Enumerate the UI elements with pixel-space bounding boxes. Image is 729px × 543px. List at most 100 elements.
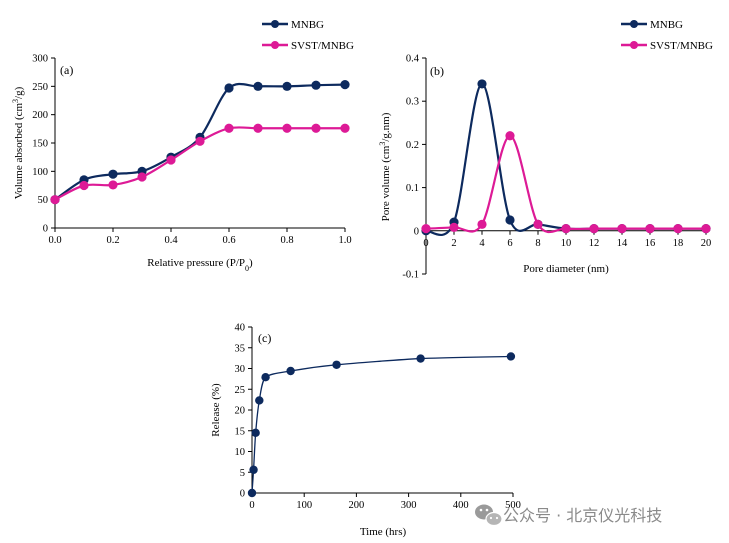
chart-b-x-tick-label: 0 [423, 238, 428, 249]
chart-c-data-point [261, 373, 270, 382]
chart-b-x-tick-label: 8 [535, 238, 540, 249]
chart-a-point-svst-mnbg [282, 123, 292, 133]
chart-a-x-tick-label: 1.0 [338, 235, 351, 246]
chart-b-point-svst-mnbg [421, 224, 431, 234]
chart-b-y-tick-label: 0.4 [406, 54, 420, 65]
chart-b-point-svst-mnbg [589, 224, 599, 234]
chart-c-x-tick-label: 100 [296, 500, 312, 511]
chart-b-x-tick-label: 20 [701, 238, 712, 249]
chart-c-y-tick-label: 35 [235, 343, 246, 354]
watermark-text: 公众号 · 北京仪光科技 [503, 506, 662, 525]
chart-b-y-tick-label: 0 [414, 226, 419, 237]
chart-c-y-tick-label: 30 [235, 364, 246, 375]
chart-a-point-svst-mnbg [195, 136, 205, 146]
chart-a-y-axis-label: Volume absorbed (cm3/g) [11, 86, 26, 199]
chart-c-data-point [251, 428, 260, 438]
chart-a-y-tick-label: 250 [32, 82, 48, 93]
chart-a-point-mnbg [253, 81, 263, 91]
chart-c-data-point [506, 352, 516, 361]
chart-c-y-tick-label: 15 [235, 426, 246, 437]
wechat-icon [475, 504, 503, 527]
chart-b-y-tick-label: 0.1 [406, 183, 419, 194]
chart-b-point-svst-mnbg [449, 222, 459, 232]
chart-a-x-tick-label: 0.6 [222, 235, 235, 246]
chart-b-y-tick-label: 0.2 [406, 140, 419, 151]
chart-b-x-tick-label: 18 [673, 238, 684, 249]
chart-b-point-svst-mnbg [477, 219, 487, 229]
chart-b-x-tick-label: 14 [617, 238, 628, 249]
chart-a-point-svst-mnbg [311, 123, 321, 133]
chart-b-point-svst-mnbg [701, 224, 711, 234]
chart-a-y-tick-label: 100 [32, 167, 48, 178]
chart-c-data-point [332, 360, 341, 369]
chart-c-data-point [416, 354, 425, 363]
chart-b-x-tick-label: 2 [451, 238, 456, 249]
chart-a-point-mnbg [311, 80, 321, 90]
chart-c-data-point [255, 396, 264, 405]
chart-a-x-tick-label: 0.4 [164, 235, 178, 246]
chart-c-y-tick-label: 10 [235, 447, 246, 458]
chart-a-point-svst-mnbg [253, 123, 263, 133]
chart-a-adsorption-isotherm: 0 50 100 150 200 250 300 0.0 0.2 0.4 0.6 0.8 1.0 (a)… [11, 19, 355, 273]
chart-a-point-svst-mnbg [224, 123, 234, 133]
chart-a-point-svst-mnbg [166, 155, 176, 165]
chart-c-y-tick-label: 25 [235, 385, 246, 396]
chart-b-x-tick-label: 10 [561, 238, 572, 249]
chart-b-panel-label: (b) [430, 64, 444, 78]
chart-a-point-svst-mnbg [108, 180, 118, 190]
chart-a-y-tick-label: 200 [32, 110, 48, 121]
chart-c-panel-label: (c) [258, 331, 271, 345]
chart-b-y-axis-label: Pore volume (cm3/g.nm) [378, 112, 393, 221]
chart-c-y-tick-label: 40 [235, 323, 246, 334]
chart-a-point-svst-mnbg [340, 123, 350, 133]
chart-c-data-point [249, 465, 258, 474]
chart-a-x-tick-label: 0.8 [280, 235, 293, 246]
chart-a-x-tick-label: 0.2 [106, 235, 119, 246]
chart-a-y-tick-label: 150 [32, 139, 48, 150]
chart-c-data-point [286, 366, 295, 376]
chart-b-legend: MNBG SVST/MNBG [621, 19, 713, 52]
chart-b-point-svst-mnbg [505, 131, 515, 141]
chart-c-x-tick-label: 0 [249, 500, 254, 511]
chart-b-x-tick-label: 16 [645, 238, 656, 249]
chart-c-y-tick-label: 20 [235, 406, 246, 417]
chart-c-x-tick-label: 500 [505, 500, 521, 511]
chart-c-data-point [247, 488, 257, 498]
chart-b-y-tick-label: -0.1 [402, 270, 419, 281]
chart-c-x-axis-label: Time (hrs) [360, 526, 407, 538]
chart-a-point-mnbg [282, 81, 292, 91]
chart-b-pore-size-distribution: -0.1 0 0.1 0.2 0.3 0.4 0 2 4 6 8 10 12 14 16 18 20 (b) P… [378, 19, 714, 281]
chart-b-x-tick-label: 4 [479, 238, 485, 249]
chart-b-x-axis-label: Pore diameter (nm) [523, 263, 609, 275]
chart-b-point-mnbg [505, 215, 515, 225]
chart-a-point-mnbg [108, 169, 118, 179]
chart-a-y-tick-label: 50 [38, 195, 49, 206]
chart-b-x-tick-label: 12 [589, 238, 600, 249]
chart-a-y-tick-label: 0 [43, 224, 48, 235]
chart-b-point-svst-mnbg [673, 224, 683, 234]
chart-a-point-svst-mnbg [50, 195, 60, 205]
chart-b-point-mnbg [477, 79, 487, 89]
chart-b-x-tick-label: 6 [507, 238, 512, 249]
chart-a-panel-label: (a) [60, 63, 73, 77]
chart-a-point-svst-mnbg [137, 172, 147, 182]
chart-a-y-tick-label: 300 [32, 54, 48, 65]
chart-c-y-tick-label: 0 [240, 489, 245, 500]
chart-b-point-svst-mnbg [645, 224, 655, 234]
chart-b-y-tick-label: 0.3 [406, 97, 419, 108]
chart-b-point-svst-mnbg [617, 224, 627, 234]
chart-a-legend: MNBG SVST/MNBG [262, 19, 354, 52]
chart-a-point-svst-mnbg [79, 180, 89, 191]
chart-c-x-tick-label: 400 [453, 500, 469, 511]
chart-b-legend-label-mnbg: MNBG [650, 19, 683, 31]
chart-a-point-mnbg [224, 83, 234, 93]
chart-c-x-tick-label: 200 [349, 500, 365, 511]
chart-a-point-mnbg [340, 80, 350, 90]
chart-c-y-axis-label: Release (%) [210, 383, 222, 437]
chart-a-x-axis-label: Relative pressure (P/P0) [147, 257, 253, 273]
chart-b-point-svst-mnbg [533, 219, 543, 229]
chart-c-y-tick-label: 5 [240, 468, 245, 479]
chart-b-legend-label-svst-mnbg: SVST/MNBG [650, 40, 713, 52]
